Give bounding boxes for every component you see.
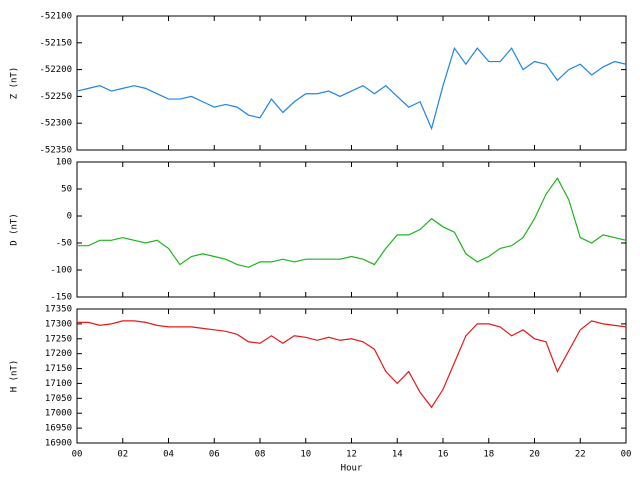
- x-tick-label: 04: [163, 450, 174, 460]
- y-tick-label: 17050: [45, 394, 72, 404]
- x-tick-label: 18: [483, 450, 494, 460]
- y-tick-label: -52250: [39, 92, 72, 102]
- y-tick-label: -52300: [39, 119, 72, 129]
- x-tick-label: 12: [346, 450, 357, 460]
- y-tick-label: -100: [50, 266, 72, 276]
- x-tick-label: 20: [529, 450, 540, 460]
- data-line: [76, 46, 627, 131]
- y-tick-label: 17250: [45, 334, 72, 344]
- y-tick-label: -52350: [39, 146, 72, 156]
- data-line: [77, 177, 627, 268]
- y-tick-label: 100: [56, 158, 72, 168]
- y-tick-label: 17000: [45, 409, 72, 419]
- x-axis-label: Hour: [341, 464, 363, 474]
- y-tick-label: -150: [50, 293, 72, 303]
- y-tick-label: 17200: [45, 349, 72, 359]
- x-tick-label: 14: [392, 450, 403, 460]
- x-tick-label: 10: [300, 450, 311, 460]
- y-tick-label: 17350: [45, 305, 72, 315]
- x-tick-label: 02: [117, 450, 128, 460]
- x-tick-label: 00: [72, 450, 83, 460]
- y-tick-label: -50: [56, 239, 72, 249]
- y-tick-label: 17300: [45, 319, 72, 329]
- x-tick-label: 22: [575, 450, 586, 460]
- x-tick-label: 08: [255, 450, 266, 460]
- data-line: [77, 320, 627, 409]
- y-tick-label: 17150: [45, 364, 72, 374]
- y-tick-label: 50: [61, 185, 72, 195]
- y-tick-label: 17100: [45, 379, 72, 389]
- plot-frame: [76, 308, 627, 444]
- y-tick-label: -52150: [39, 38, 72, 48]
- y-tick-label: -52200: [39, 65, 72, 75]
- x-tick-label: 06: [209, 450, 220, 460]
- plot-frame: [76, 161, 627, 298]
- y-tick-label: 16950: [45, 424, 72, 434]
- y-tick-label: -52100: [39, 12, 72, 22]
- y-axis-label: H (nT): [10, 360, 20, 393]
- y-axis-label: Z (nT): [10, 67, 20, 100]
- x-tick-label: 16: [438, 450, 449, 460]
- y-tick-label: 0: [67, 212, 72, 222]
- x-tick-label: 00: [621, 450, 632, 460]
- y-tick-label: 16900: [45, 439, 72, 449]
- plot-frame: [76, 15, 627, 151]
- y-axis-label: D (nT): [10, 213, 20, 246]
